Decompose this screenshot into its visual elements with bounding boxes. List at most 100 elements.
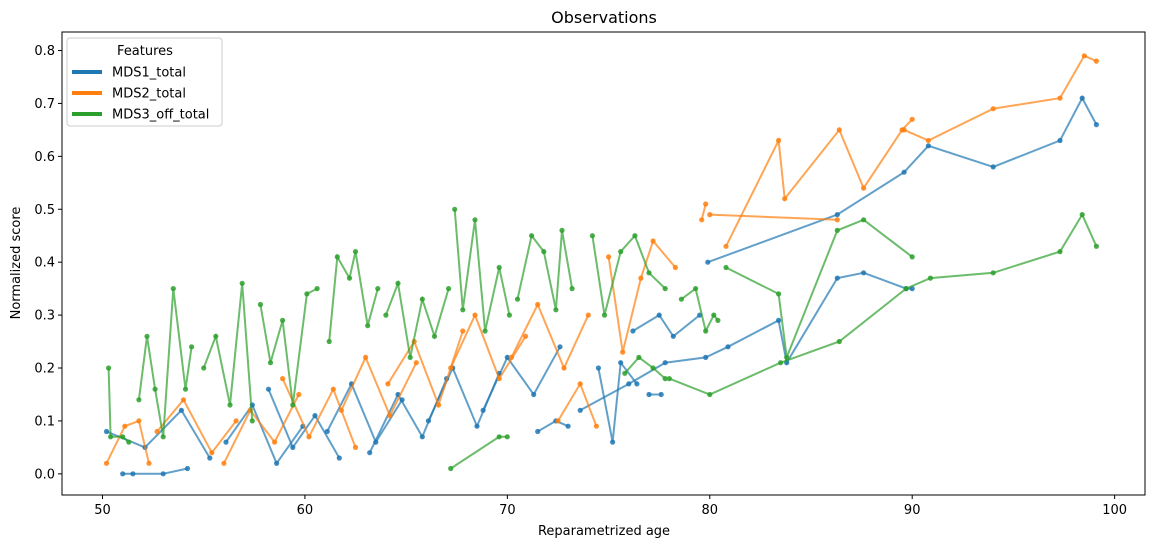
data-point: [326, 338, 332, 345]
series-line: [707, 95, 1098, 264]
data-point: [662, 286, 668, 292]
series-line: [516, 230, 574, 311]
data-point: [541, 249, 547, 255]
data-point: [425, 418, 431, 424]
series-line: [482, 346, 561, 411]
series-line: [537, 419, 569, 433]
data-point: [650, 238, 656, 244]
series-line: [700, 203, 707, 221]
data-point: [296, 391, 302, 398]
data-point: [346, 275, 353, 281]
data-point: [606, 254, 612, 260]
x-tick-label: 100: [1102, 503, 1127, 518]
data-point: [861, 270, 867, 276]
x-axis: 50 60 70 80 90 100: [94, 495, 1127, 518]
data-point: [577, 407, 583, 413]
data-point: [723, 243, 729, 249]
data-point: [1057, 95, 1063, 101]
data-point: [365, 323, 371, 329]
series-line: [579, 271, 913, 412]
data-point: [901, 127, 907, 133]
data-point: [1057, 137, 1063, 144]
data-point: [630, 328, 636, 334]
data-point: [407, 354, 413, 360]
data-point: [496, 264, 502, 271]
series-line: [449, 312, 527, 381]
data-point: [448, 365, 454, 371]
series-line: [450, 435, 508, 470]
data-point: [126, 439, 132, 445]
series-line: [267, 388, 341, 459]
data-point: [431, 333, 438, 339]
data-point: [589, 233, 596, 239]
data-point: [836, 127, 842, 133]
series-line: [156, 398, 237, 455]
x-tick-label: 60: [297, 503, 314, 518]
data-point: [776, 137, 782, 144]
data-point: [496, 434, 502, 440]
data-point: [146, 460, 152, 466]
data-point: [363, 354, 369, 360]
data-point: [670, 333, 676, 339]
data-point: [306, 434, 312, 440]
data-point: [901, 169, 907, 175]
data-point: [221, 460, 227, 466]
chart-title: Observations: [551, 8, 657, 27]
data-point: [707, 212, 713, 218]
series-line: [328, 251, 379, 342]
data-point: [632, 233, 638, 239]
data-point: [723, 264, 729, 271]
data-point: [990, 164, 996, 170]
data-point: [620, 349, 626, 355]
data-point: [646, 270, 652, 276]
data-point: [658, 391, 664, 398]
data-point: [130, 471, 136, 477]
data-point: [136, 418, 142, 424]
data-point: [385, 381, 391, 387]
data-point: [504, 434, 510, 440]
data-point: [535, 428, 541, 435]
series-line: [340, 354, 418, 419]
series-line: [725, 218, 913, 362]
data-point: [711, 312, 717, 318]
data-point: [352, 444, 359, 450]
data-point: [909, 116, 915, 122]
data-point: [280, 317, 286, 323]
data-point: [419, 296, 425, 302]
data-point: [555, 418, 561, 424]
data-point: [265, 386, 272, 392]
data-point: [180, 397, 187, 403]
data-point: [272, 439, 278, 445]
data-point: [482, 328, 488, 334]
data-point: [569, 286, 575, 292]
legend-title: Features: [117, 44, 173, 59]
series-line: [624, 356, 666, 380]
data-point: [249, 418, 255, 424]
data-point: [514, 296, 521, 302]
data-point: [778, 360, 784, 366]
series-line: [122, 467, 188, 475]
data-point: [693, 286, 699, 292]
data-point: [367, 450, 373, 456]
data-point: [565, 423, 571, 429]
plot-frame: [61, 31, 1146, 496]
data-point: [703, 328, 709, 334]
data-point: [474, 423, 480, 429]
data-point: [925, 137, 932, 144]
data-point: [120, 471, 126, 477]
data-point: [707, 391, 713, 398]
series-line: [106, 408, 211, 459]
data-point: [557, 344, 563, 350]
y-tick-label: 0.1: [34, 414, 55, 429]
data-point: [593, 423, 600, 429]
series-line: [453, 209, 511, 332]
data-point: [182, 386, 189, 392]
data-point: [636, 354, 642, 360]
legend: Features MDS1_total MDS2_total MDS3_off_tot…: [66, 37, 223, 127]
data-point: [861, 185, 867, 191]
y-tick-label: 0.7: [34, 97, 55, 112]
data-point: [618, 249, 624, 255]
series-MDS3_off_total: [106, 206, 1099, 472]
y-tick-label: 0.5: [34, 203, 55, 218]
data-point: [1093, 58, 1099, 64]
